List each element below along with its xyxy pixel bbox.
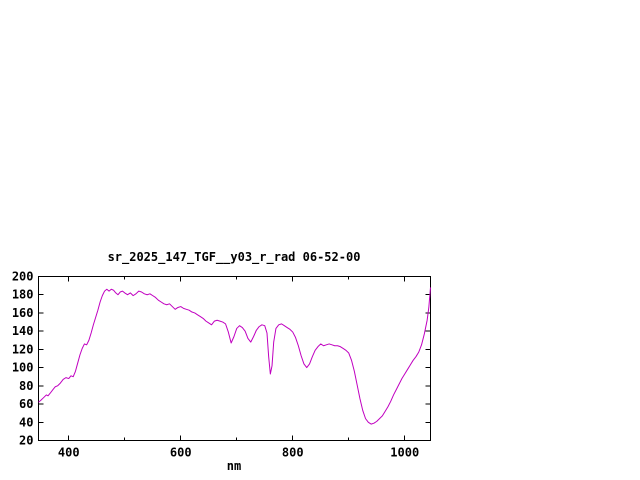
y-tick-label: 200: [12, 270, 34, 284]
y-tick-label: 20: [19, 434, 33, 448]
x-tick-label: 800: [282, 446, 304, 460]
y-tick-label: 40: [19, 415, 33, 429]
x-tick-label: 1000: [390, 446, 419, 460]
y-tick-label: 60: [19, 397, 33, 411]
plot-layer: 20 40 60 80 100 120 140 160 180 200 400 600 800 1000: [12, 270, 431, 460]
plot-frame: [38, 276, 431, 441]
x-axis-label: nm: [227, 459, 241, 473]
y-tick-label: 80: [19, 379, 33, 393]
y-tick-label: 120: [12, 342, 34, 356]
y-tick-label: 180: [12, 288, 34, 302]
x-tick-label: 600: [170, 446, 192, 460]
y-tick-label: 100: [12, 361, 34, 375]
y-tick-label: 160: [12, 306, 34, 320]
x-tick-label: 400: [58, 446, 80, 460]
spectrum-line: [38, 287, 431, 425]
y-tick-label: 140: [12, 324, 34, 338]
chart-title: sr_2025_147_TGF__y03_r_rad 06-52-00: [108, 250, 361, 265]
